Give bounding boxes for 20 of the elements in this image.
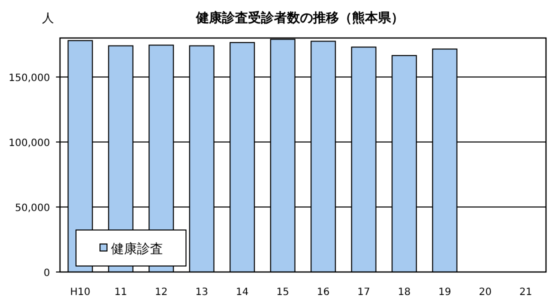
x-tick-label: 16 bbox=[316, 287, 330, 298]
x-tick-label: 11 bbox=[114, 287, 128, 298]
x-tick-label: 19 bbox=[438, 287, 452, 298]
y-axis-title: 人 bbox=[42, 11, 54, 25]
y-tick-label: 0 bbox=[44, 268, 50, 279]
x-tick-label: 20 bbox=[478, 287, 492, 298]
legend-label: 健康診査 bbox=[111, 242, 163, 257]
x-tick-label: 15 bbox=[276, 287, 290, 298]
x-tick-label: H10 bbox=[70, 287, 90, 298]
y-tick-label: 50,000 bbox=[15, 203, 50, 214]
x-tick-label: 18 bbox=[398, 287, 411, 298]
y-tick-label: 100,000 bbox=[8, 138, 50, 149]
x-tick-label: 17 bbox=[357, 287, 370, 298]
y-tick-label: 150,000 bbox=[8, 73, 50, 84]
x-tick-label: 12 bbox=[154, 287, 168, 298]
x-tick-label: 14 bbox=[236, 287, 249, 298]
legend: 健康診査 bbox=[76, 230, 186, 266]
chart-title: 健康診査受診者数の推移（熊本県） bbox=[195, 10, 404, 26]
x-tick-label: 21 bbox=[519, 287, 532, 298]
x-tick-label: 13 bbox=[195, 287, 208, 298]
